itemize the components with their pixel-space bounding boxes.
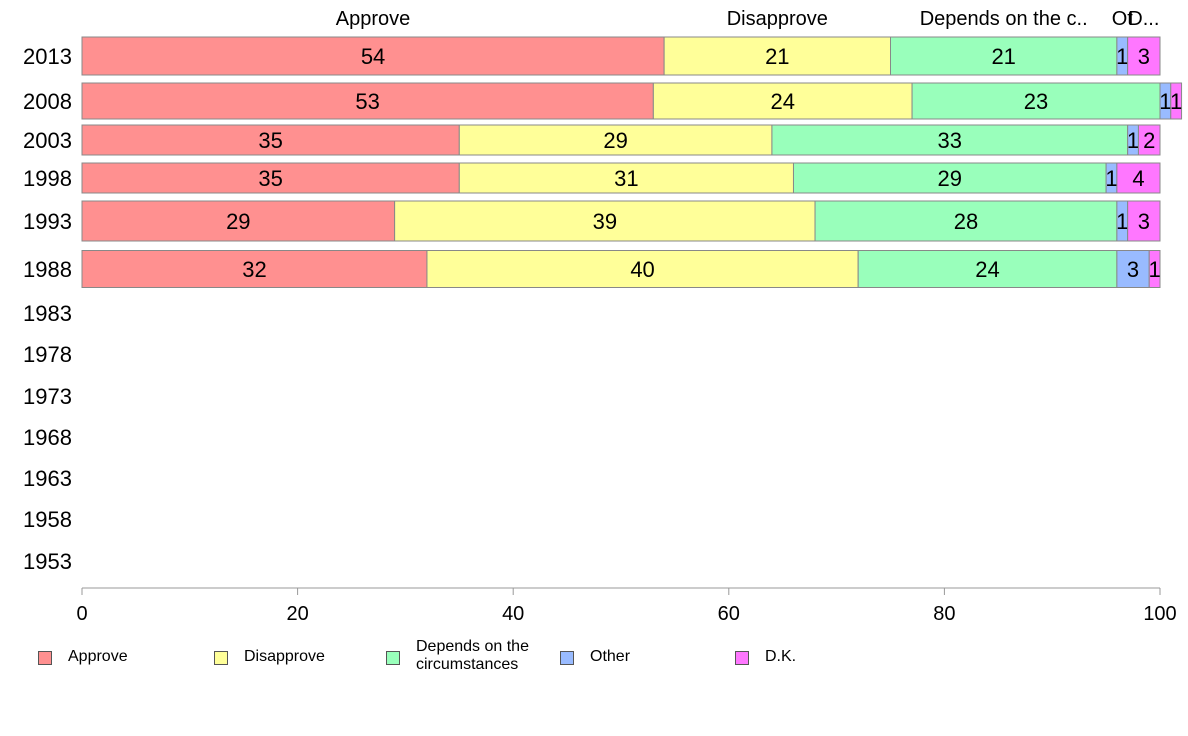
bar-label-1993-2: 28 xyxy=(954,209,978,234)
legend-label: Other xyxy=(590,648,631,665)
bar-2003-2 xyxy=(771,124,1129,156)
x-tick-label-0: 0 xyxy=(76,603,87,625)
top-series-label-1: Disapprove xyxy=(727,8,828,30)
bar-2008-0 xyxy=(81,82,654,120)
bar-2013-1 xyxy=(663,36,891,76)
bar-label-1993-0: 29 xyxy=(226,209,250,234)
bar-label-1998-0: 35 xyxy=(258,166,282,191)
bar-label-2008-0: 53 xyxy=(355,89,379,114)
category-label-1953: 1953 xyxy=(23,549,72,574)
top-series-label-3: Ot xyxy=(1112,8,1134,30)
legend: Approve Disapprove Depends on the circumst… xyxy=(38,638,1158,688)
category-label-2013: 2013 xyxy=(23,44,72,69)
bar-2003-4 xyxy=(1137,124,1161,156)
bar-label-2003-1: 29 xyxy=(603,128,627,153)
x-tick-label-80: 80 xyxy=(933,603,955,625)
category-label-1958: 1958 xyxy=(23,507,72,532)
legend-swatch xyxy=(386,651,400,665)
bar-label-2008-3: 1 xyxy=(1159,89,1171,114)
bar-2013-0 xyxy=(81,36,665,76)
bar-label-1988-3: 3 xyxy=(1127,257,1139,282)
bar-1998-0 xyxy=(81,162,460,194)
bar-1988-2 xyxy=(857,250,1118,288)
bar-label-1998-1: 31 xyxy=(614,166,638,191)
bar-label-1988-4: 1 xyxy=(1148,257,1160,282)
bar-label-2003-2: 33 xyxy=(938,128,962,153)
legend-item-2: Depends on the circumstances xyxy=(386,638,556,674)
bar-label-1988-1: 40 xyxy=(630,257,654,282)
legend-label: Disapprove xyxy=(244,648,325,665)
bar-2013-4 xyxy=(1127,36,1161,76)
top-series-label-2: Depends on the c.. xyxy=(920,8,1088,30)
bar-label-1988-0: 32 xyxy=(242,257,266,282)
bar-label-2003-4: 2 xyxy=(1143,128,1155,153)
x-tick-label-40: 40 xyxy=(502,603,524,625)
category-label-2003: 2003 xyxy=(23,128,72,153)
legend-item-1: Disapprove xyxy=(214,638,325,666)
bar-label-2008-4: 1 xyxy=(1170,89,1182,114)
category-label-2008: 2008 xyxy=(23,89,72,114)
category-label-1978: 1978 xyxy=(23,342,72,367)
x-tick-label-60: 60 xyxy=(718,603,740,625)
legend-label: Depends on the circumstances xyxy=(416,638,529,673)
legend-swatch xyxy=(560,651,574,665)
top-series-label-0: Approve xyxy=(336,8,411,30)
bar-label-1988-2: 24 xyxy=(975,257,999,282)
bar-2008-4 xyxy=(1170,82,1183,120)
bar-1998-1 xyxy=(458,162,794,194)
bar-label-1993-3: 1 xyxy=(1116,209,1128,234)
legend-swatch xyxy=(214,651,228,665)
bar-label-2013-2: 21 xyxy=(991,44,1015,69)
bar-1988-3 xyxy=(1116,250,1150,288)
chart: 2013200820031998199319881983197819731968… xyxy=(23,8,1183,625)
bar-label-1998-2: 29 xyxy=(938,166,962,191)
bar-label-1998-4: 4 xyxy=(1132,166,1144,191)
category-label-1998: 1998 xyxy=(23,166,72,191)
bar-label-1993-4: 3 xyxy=(1138,209,1150,234)
bar-label-1993-1: 39 xyxy=(593,209,617,234)
legend-swatch xyxy=(735,651,749,665)
bar-label-2013-0: 54 xyxy=(361,44,385,69)
bar-2013-2 xyxy=(890,36,1118,76)
legend-label: Approve xyxy=(68,648,128,665)
x-tick-label-20: 20 xyxy=(286,603,308,625)
x-tick-label-100: 100 xyxy=(1143,603,1176,625)
category-label-1983: 1983 xyxy=(23,301,72,326)
bar-label-2003-3: 1 xyxy=(1127,128,1139,153)
category-label-1973: 1973 xyxy=(23,384,72,409)
bar-1988-4 xyxy=(1148,250,1161,288)
category-label-1963: 1963 xyxy=(23,466,72,491)
category-label-1968: 1968 xyxy=(23,425,72,450)
bar-2008-1 xyxy=(652,82,913,120)
bar-label-2013-1: 21 xyxy=(765,44,789,69)
legend-label: D.K. xyxy=(765,648,797,665)
legend-item-0: Approve xyxy=(38,638,128,666)
legend-item-4: D.K. xyxy=(735,638,796,666)
bar-1993-4 xyxy=(1127,200,1161,242)
legend-item-3: Other xyxy=(560,638,630,666)
bar-2003-0 xyxy=(81,124,460,156)
bar-label-2013-4: 3 xyxy=(1138,44,1150,69)
category-label-1993: 1993 xyxy=(23,209,72,234)
bar-1988-0 xyxy=(81,250,428,288)
bar-1993-2 xyxy=(814,200,1118,242)
bar-label-2013-3: 1 xyxy=(1116,44,1128,69)
bar-1993-0 xyxy=(81,200,396,242)
category-label-1988: 1988 xyxy=(23,257,72,282)
bar-label-2003-0: 35 xyxy=(258,128,282,153)
bar-2008-2 xyxy=(911,82,1161,120)
top-series-label-4: D... xyxy=(1128,8,1159,30)
bar-1998-4 xyxy=(1116,162,1161,194)
bar-1998-2 xyxy=(792,162,1107,194)
bar-1993-1 xyxy=(394,200,816,242)
bar-label-2008-1: 24 xyxy=(770,89,794,114)
bar-label-2008-2: 23 xyxy=(1024,89,1048,114)
legend-swatch xyxy=(38,651,52,665)
bar-label-1998-3: 1 xyxy=(1105,166,1117,191)
